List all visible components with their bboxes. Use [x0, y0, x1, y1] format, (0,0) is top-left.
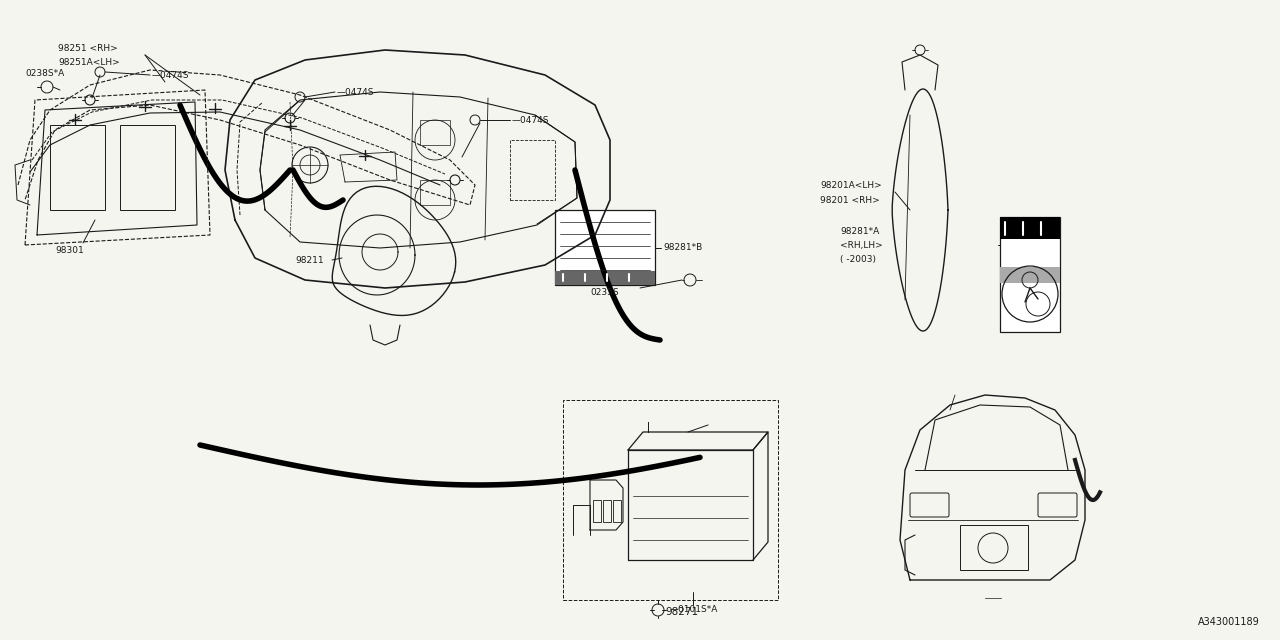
Bar — [1000, 217, 1060, 332]
Text: —0474S: —0474S — [337, 88, 375, 97]
Text: 98281*A: 98281*A — [840, 227, 879, 236]
Text: <RH,LH>: <RH,LH> — [840, 241, 883, 250]
Bar — [556, 271, 655, 285]
Text: 98201 <RH>: 98201 <RH> — [820, 195, 879, 205]
Text: 98271: 98271 — [666, 607, 698, 617]
Text: 98281*B: 98281*B — [663, 243, 703, 252]
Bar — [593, 500, 602, 522]
Text: 98301: 98301 — [55, 246, 83, 255]
Bar — [960, 525, 1028, 570]
Text: 98211: 98211 — [294, 255, 324, 264]
Bar — [556, 210, 655, 285]
Bar — [603, 500, 611, 522]
Text: 0238S*A: 0238S*A — [26, 68, 64, 77]
Bar — [613, 500, 621, 522]
Bar — [120, 125, 175, 210]
Bar — [1000, 267, 1060, 283]
Text: 98251 <RH>: 98251 <RH> — [58, 44, 118, 52]
Text: 98251A<LH>: 98251A<LH> — [58, 58, 120, 67]
Bar — [1000, 217, 1060, 239]
Text: —0474S: —0474S — [152, 70, 189, 79]
Text: A343001189: A343001189 — [1198, 617, 1260, 627]
Bar — [50, 125, 105, 210]
Text: 98201A<LH>: 98201A<LH> — [820, 180, 882, 189]
Bar — [509, 140, 556, 200]
Text: —0474S: —0474S — [512, 115, 549, 125]
Text: —0101S*A: —0101S*A — [669, 605, 718, 614]
Bar — [420, 180, 451, 205]
Text: ( -2003): ( -2003) — [840, 255, 876, 264]
Bar — [563, 400, 778, 600]
Bar — [420, 120, 451, 145]
Text: 0235S: 0235S — [590, 287, 618, 296]
